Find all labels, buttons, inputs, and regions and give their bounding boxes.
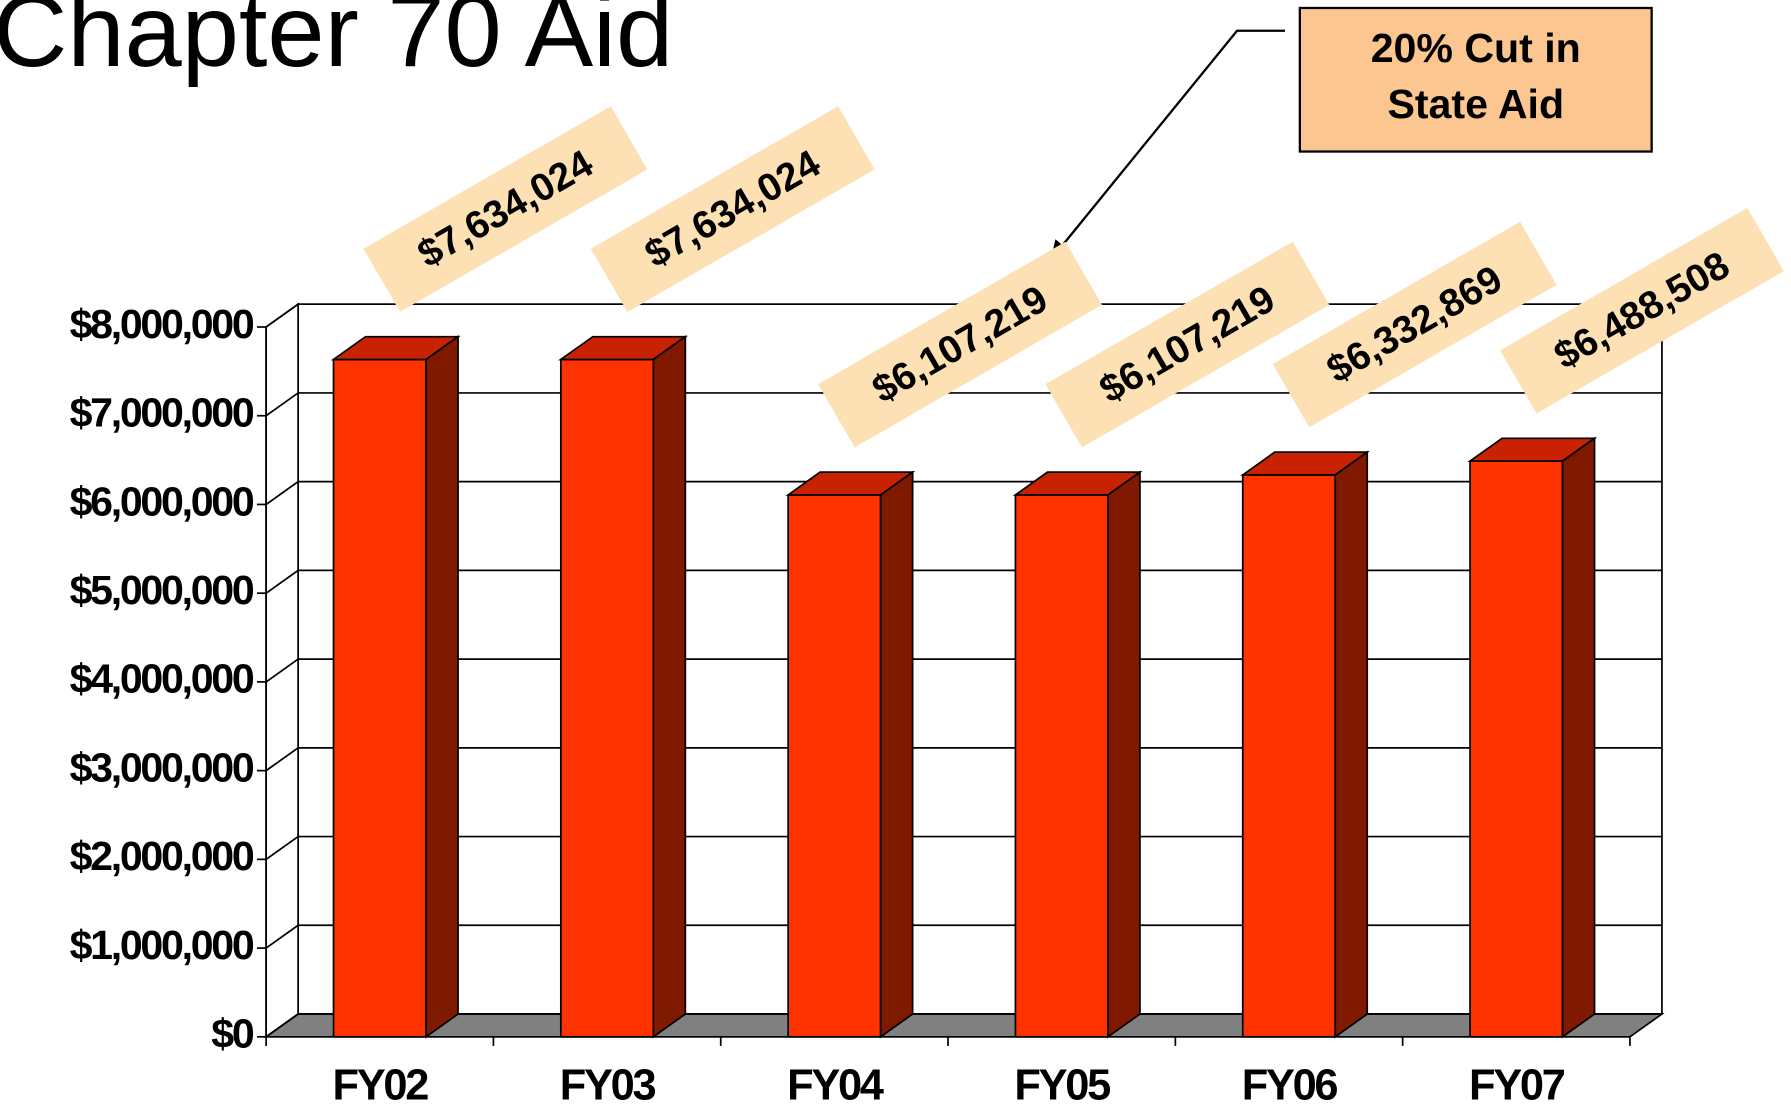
annotation-arrow: [1059, 29, 1285, 250]
bar-side: [425, 335, 459, 1039]
value-label-box: [1500, 207, 1784, 414]
bar: [1241, 474, 1337, 1038]
grid-line: [265, 924, 1662, 949]
grid-line: [265, 1013, 1662, 1038]
bar: [332, 358, 427, 1038]
x-tick-label: FY02: [333, 1062, 429, 1110]
chart-title: Chapter 70 Aid: [0, 0, 673, 88]
bar-side: [879, 470, 914, 1039]
y-tick-label: $0: [211, 1011, 254, 1057]
y-tick-label: $1,000,000: [70, 922, 254, 968]
grid-line: [265, 480, 1662, 506]
value-label-box: [1045, 241, 1330, 448]
x-tick-label: FY04: [787, 1062, 884, 1110]
x-tick-label: FY06: [1242, 1062, 1338, 1110]
grid-line: [265, 392, 1662, 417]
y-tick-label: $5,000,000: [70, 567, 254, 613]
y-tick-label: $2,000,000: [70, 833, 254, 879]
bar: [1014, 494, 1109, 1038]
bar: [787, 494, 882, 1038]
grid-line: [265, 835, 1662, 861]
y-tick-label: $6,000,000: [70, 478, 254, 524]
bar-side: [1107, 470, 1141, 1039]
value-label: $7,634,024: [363, 106, 648, 312]
value-label-box: [590, 106, 875, 312]
x-tick-label: FY03: [560, 1062, 656, 1110]
bar: [1469, 460, 1564, 1038]
value-label-box: [1272, 221, 1557, 428]
y-tick-label: $7,000,000: [70, 390, 254, 436]
annotation-text: State Aid: [1387, 81, 1564, 127]
bar: [559, 358, 655, 1038]
grid-line: [265, 658, 1662, 683]
annotation-text: 20% Cut in: [1371, 25, 1581, 71]
grid-line: [265, 569, 1662, 594]
floor: [263, 1013, 1665, 1038]
annotation-box: [1298, 6, 1653, 153]
x-tick-label: FY05: [1014, 1062, 1110, 1110]
x-tick-label: FY07: [1469, 1062, 1565, 1110]
value-label-box: [818, 241, 1102, 448]
bar-side: [1561, 436, 1596, 1039]
bar-side: [652, 335, 687, 1039]
grid-line: [265, 746, 1662, 772]
y-tick-label: $3,000,000: [70, 745, 254, 791]
value-label: $7,634,024: [590, 106, 875, 312]
y-tick-label: $8,000,000: [70, 301, 254, 347]
bar-side: [1334, 450, 1369, 1039]
value-label-box: [363, 106, 648, 312]
y-tick-label: $4,000,000: [70, 656, 254, 702]
